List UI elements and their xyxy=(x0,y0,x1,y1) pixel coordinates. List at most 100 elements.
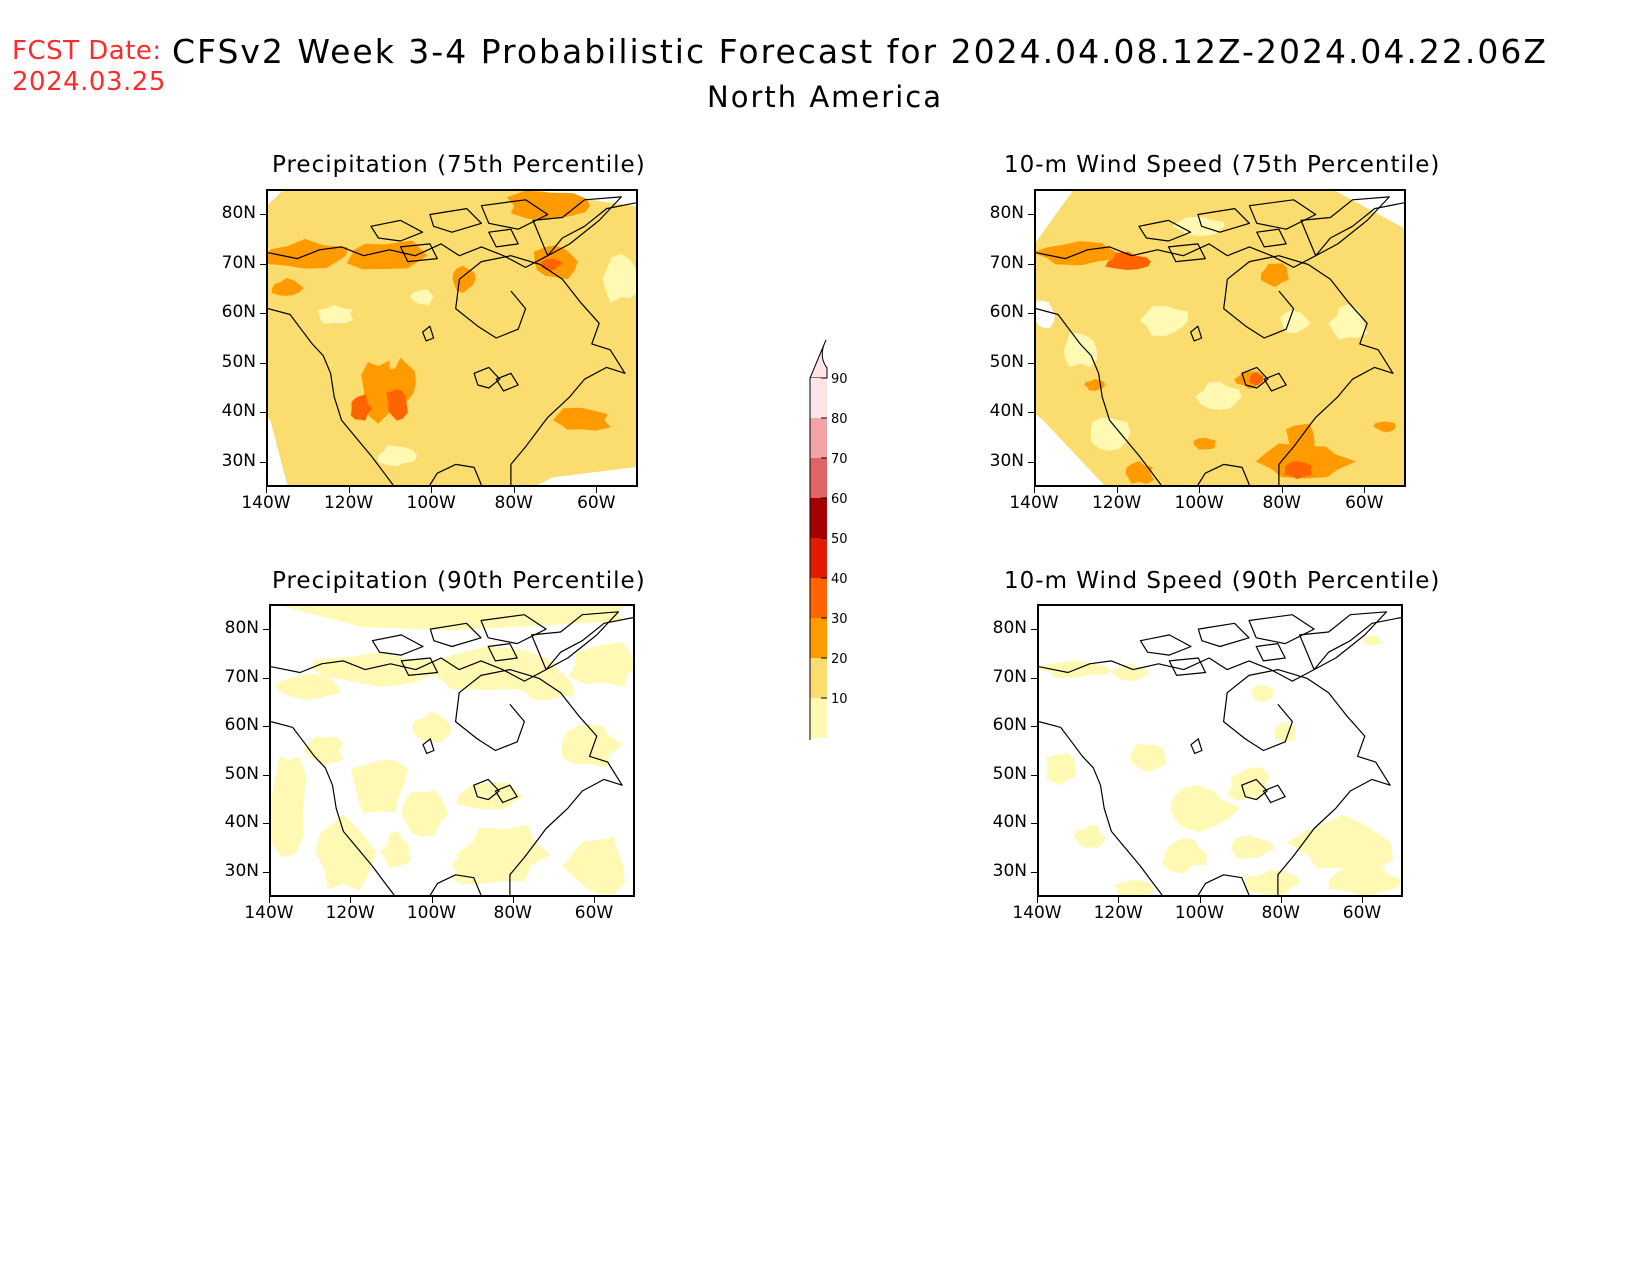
probability-region xyxy=(1250,684,1274,702)
probability-region xyxy=(512,672,576,701)
axis-tick xyxy=(1028,461,1036,463)
longitude-label: 140W xyxy=(1009,493,1059,513)
colorbar-swatch xyxy=(810,658,827,698)
colorbar-label: 20 xyxy=(831,652,848,667)
probability-region xyxy=(304,736,345,766)
axis-tick xyxy=(260,461,268,463)
axis-tick xyxy=(348,485,350,493)
colorbar-label: 70 xyxy=(831,452,848,467)
axis-tick xyxy=(263,677,271,679)
longitude-label: 60W xyxy=(574,903,614,923)
coastline xyxy=(1197,874,1250,895)
coastline xyxy=(429,874,482,895)
probability-region xyxy=(553,407,611,431)
colorbar-label: 10 xyxy=(831,692,848,707)
axis-tick xyxy=(260,263,268,265)
coastline xyxy=(473,778,500,801)
longitude-label: 140W xyxy=(241,493,291,513)
colorbar-cap xyxy=(809,339,828,379)
coastline xyxy=(1036,202,1404,268)
probability-region xyxy=(1036,300,1056,329)
colorbar-label: 30 xyxy=(831,612,848,627)
latitude-label: 80N xyxy=(992,617,1027,638)
coastline xyxy=(400,657,439,676)
coastline xyxy=(1167,243,1206,263)
axis-tick xyxy=(260,362,268,364)
probability-region xyxy=(1362,635,1383,647)
colorbar-label: 50 xyxy=(831,532,848,547)
coastline xyxy=(1138,219,1192,242)
latitude-label: 80N xyxy=(221,203,256,224)
probability-region xyxy=(378,445,418,467)
probability-region xyxy=(282,606,627,631)
coastline xyxy=(1248,199,1317,230)
latitude-label: 50N xyxy=(221,351,256,372)
probability-region xyxy=(412,711,452,743)
axis-tick xyxy=(263,774,271,776)
probability-region xyxy=(311,652,455,687)
colorbar-swatch xyxy=(810,698,827,738)
probability-region xyxy=(1111,662,1150,682)
latitude-label: 80N xyxy=(224,617,259,638)
probability-region xyxy=(350,760,409,814)
latitude-label: 40N xyxy=(992,812,1027,833)
coastline xyxy=(271,617,633,682)
latitude-label: 70N xyxy=(221,252,256,273)
longitude-label: 120W xyxy=(1091,493,1142,513)
axis-tick xyxy=(1037,895,1038,903)
latitude-label: 50N xyxy=(992,763,1027,784)
axis-tick xyxy=(263,823,271,825)
probability-region xyxy=(1328,863,1401,895)
axis-tick xyxy=(260,412,268,414)
latitude-label: 30N xyxy=(989,450,1024,471)
coastline xyxy=(1190,325,1203,342)
coastline xyxy=(1036,308,1162,485)
colorbar-swatch xyxy=(810,498,827,538)
coastline xyxy=(271,721,395,895)
latitude-label: 60N xyxy=(224,715,259,736)
axis-tick xyxy=(431,895,433,903)
axis-tick xyxy=(263,872,271,874)
probability-region xyxy=(268,238,348,269)
probability-region xyxy=(1170,784,1241,833)
probability-region xyxy=(456,782,524,810)
coastline xyxy=(455,669,623,895)
axis-tick xyxy=(431,485,433,493)
latitude-label: 40N xyxy=(224,812,259,833)
axis-tick xyxy=(1031,628,1039,630)
probability-region xyxy=(1129,743,1166,773)
probability-region xyxy=(350,394,373,421)
map-precip-75 xyxy=(266,189,638,487)
axis-tick xyxy=(1028,313,1036,315)
axis-tick xyxy=(1116,485,1118,493)
axis-tick xyxy=(596,485,598,493)
longitude-label: 100W xyxy=(1174,493,1224,513)
probability-region xyxy=(561,723,624,768)
latitude-label: 70N xyxy=(989,252,1024,273)
coastline xyxy=(1300,196,1390,257)
axis-tick xyxy=(1031,726,1039,728)
longitude-label: 80W xyxy=(1262,493,1301,513)
probability-region xyxy=(1227,767,1270,801)
longitude-label: 140W xyxy=(244,903,294,923)
coastline xyxy=(531,611,620,671)
probability-region xyxy=(271,756,307,857)
coastline xyxy=(455,255,626,485)
axis-tick xyxy=(263,726,271,728)
map-wind-75 xyxy=(1034,189,1406,487)
latitude-label: 30N xyxy=(221,450,256,471)
map-canvas xyxy=(1039,606,1401,895)
axis-tick xyxy=(350,895,352,903)
probability-region xyxy=(401,790,448,837)
probability-region xyxy=(602,253,636,303)
probability-region xyxy=(568,642,633,687)
coastline xyxy=(1223,255,1394,485)
probability-region xyxy=(1046,752,1076,786)
longitude-label: 60W xyxy=(577,493,616,513)
latitude-label: 60N xyxy=(992,715,1027,736)
axis-tick xyxy=(594,895,595,903)
coastline xyxy=(495,372,519,392)
coastline xyxy=(1241,778,1268,801)
probability-region xyxy=(1074,825,1106,848)
probability-region xyxy=(1241,870,1300,895)
